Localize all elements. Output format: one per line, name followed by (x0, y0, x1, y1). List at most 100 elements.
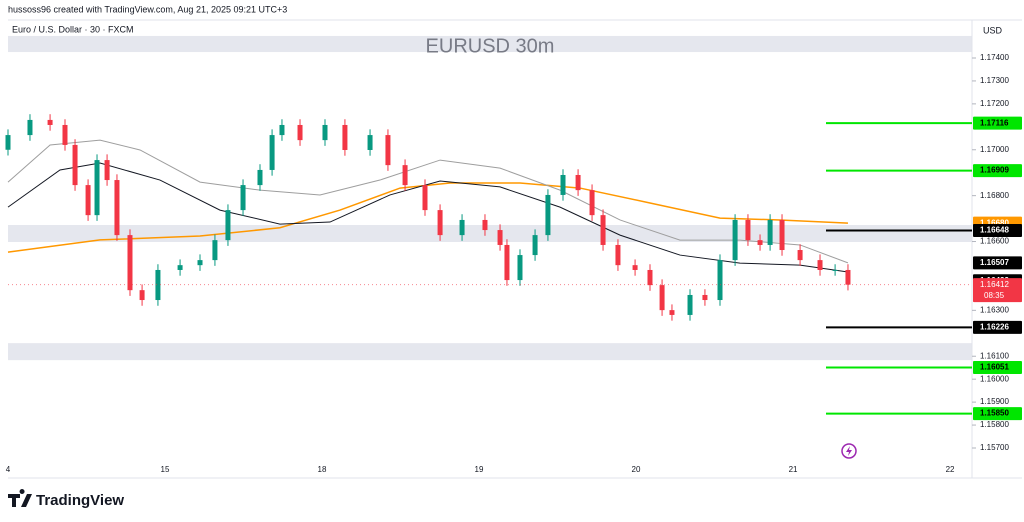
moving-average (7, 182, 849, 253)
brand: TradingView (36, 492, 124, 509)
candle-body (322, 124, 328, 141)
candle-body (517, 255, 523, 281)
price-tag (973, 407, 1022, 421)
candle-body (832, 269, 838, 271)
price-tag (973, 320, 1022, 334)
y-tick-label: 1.17200 (980, 99, 1009, 108)
x-tick-label: 18 (318, 465, 327, 474)
candle-body (437, 210, 443, 236)
candle-body (482, 219, 488, 231)
candle-body (687, 294, 693, 315)
candle-body (197, 260, 203, 266)
zone (8, 225, 972, 242)
candle-body (702, 294, 708, 301)
candle-body (367, 135, 373, 150)
candle-body (94, 160, 100, 216)
candle-body (575, 174, 581, 191)
candle-body (402, 165, 408, 186)
candle-body (560, 174, 566, 195)
candle-body (269, 135, 275, 170)
candle-body (297, 124, 303, 141)
candle-body (225, 210, 231, 241)
candle-body (600, 215, 606, 245)
symbol: Euro / U.S. Dollar · 30 · FXCM (12, 24, 134, 34)
price-tag (973, 116, 1022, 130)
candle-body (797, 250, 803, 261)
y-tick-label: 1.17300 (980, 76, 1009, 85)
y-tick-label: 1.16000 (980, 374, 1009, 383)
price-tag-label: 1.16226 (980, 322, 1009, 331)
y-tick-label: 1.16300 (980, 305, 1009, 314)
candle-body (342, 124, 348, 150)
price-tag-label: 1.16909 (980, 166, 1009, 175)
y-tick-label: 1.17400 (980, 53, 1009, 62)
y-tick-label: 1.16100 (980, 351, 1009, 360)
chart-title: EURUSD 30m (426, 35, 555, 57)
price-tag-label: 1.15850 (980, 409, 1009, 418)
candle-body (659, 285, 665, 311)
price-tag-label: 1.16051 (980, 363, 1009, 372)
candle-body (632, 265, 638, 270)
candle-body (72, 144, 78, 186)
candle-body (717, 260, 723, 301)
candle-body (85, 185, 91, 216)
price-tag-label: 1.16507 (980, 258, 1009, 267)
x-tick-label: 15 (161, 465, 170, 474)
candle-body (459, 219, 465, 236)
candle-body (647, 269, 653, 286)
price-tag-label: 1.16648 (980, 226, 1009, 235)
candle-body (767, 219, 773, 245)
price-tag-label: 1.16412 (980, 280, 1009, 289)
price-tag-label: 1.17116 (980, 118, 1009, 127)
candle-body (127, 235, 133, 291)
candle-body (504, 244, 510, 281)
candle-body (532, 235, 538, 256)
price-tag (973, 256, 1022, 270)
price-tag (973, 278, 1022, 303)
alert-icon[interactable] (841, 443, 857, 459)
candle-body (845, 269, 851, 285)
x-tick-label: 19 (475, 465, 484, 474)
candle-body (615, 244, 621, 266)
y-tick-label: 1.17000 (980, 145, 1009, 154)
candle-body (257, 169, 263, 186)
header: hussoss96 created with TradingView.com, … (8, 4, 287, 14)
candle-body (732, 219, 738, 261)
x-tick-label: 4 (6, 465, 11, 474)
candle-body (27, 119, 33, 136)
y-tick-label: 1.15800 (980, 420, 1009, 429)
candle-body (240, 185, 246, 211)
candle-body (62, 124, 68, 145)
candle-body (545, 194, 551, 236)
x-tick-label: 21 (789, 465, 798, 474)
candle-body (779, 219, 785, 251)
candle-body (589, 190, 595, 216)
candle-body (385, 135, 391, 166)
candle-body (497, 230, 503, 245)
price-tag (973, 360, 1022, 374)
zone (8, 343, 972, 361)
y-tick-label: 1.16800 (980, 191, 1009, 200)
candle-body (104, 160, 110, 181)
currency: USD (983, 25, 1003, 35)
candle-body (817, 260, 823, 270)
zone (8, 35, 972, 53)
y-tick-label: 1.15900 (980, 397, 1009, 406)
moving-average (7, 162, 849, 273)
candle-body (155, 269, 161, 301)
price-tag (973, 224, 1022, 238)
x-tick-label: 20 (632, 465, 641, 474)
countdown: 08:35 (984, 291, 1005, 300)
candle-body (212, 240, 218, 261)
price-tag-label: 1.16680 (980, 218, 1009, 227)
candle-body (5, 135, 11, 150)
y-tick-label: 1.16600 (980, 237, 1009, 246)
brand-logo (8, 489, 32, 507)
candle-body (279, 124, 285, 136)
candle-body (47, 119, 53, 125)
x-tick-label: 22 (946, 465, 955, 474)
candle-body (114, 180, 120, 236)
moving-average (7, 139, 849, 264)
candle-body (422, 185, 428, 211)
